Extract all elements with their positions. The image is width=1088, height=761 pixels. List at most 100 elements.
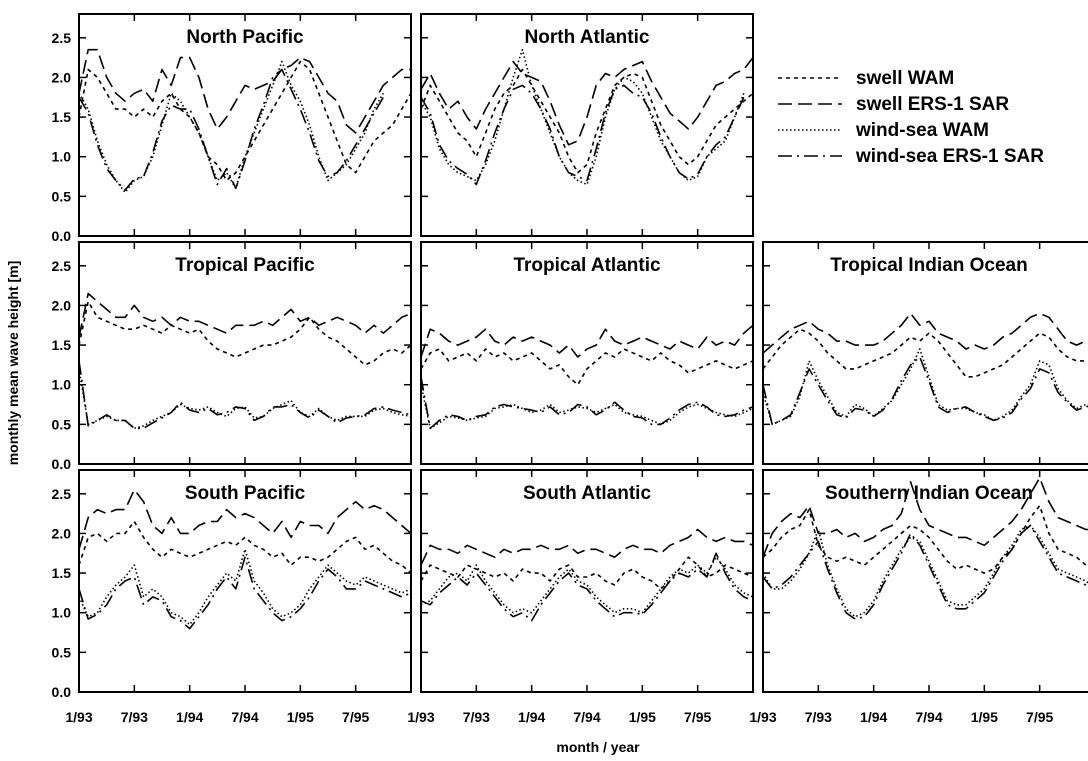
series-wind-sea-ers-1-sar-southern-indian-ocean xyxy=(763,524,1088,620)
x-tick-label: 7/94 xyxy=(231,709,258,725)
series-group-southern-indian-ocean xyxy=(763,477,1088,620)
panel-southern-indian-ocean: Southern Indian Ocean xyxy=(762,469,1088,693)
x-tick-label: 7/95 xyxy=(342,709,369,725)
legend-label-wind-sea-wam: wind-sea WAM xyxy=(855,120,989,141)
y-tick-label: 2.0 xyxy=(52,69,72,85)
x-tick-label: 7/95 xyxy=(684,709,711,725)
series-wind-sea-ers-1-sar-south-pacific xyxy=(79,556,411,630)
x-tick-label: 1/95 xyxy=(971,709,998,725)
panel-frame-south-pacific xyxy=(78,469,412,693)
panel-title-north-atlantic: North Atlantic xyxy=(525,27,650,48)
panel-tropical-indian-ocean: Tropical Indian Ocean xyxy=(762,241,1088,465)
x-tick-label: 1/94 xyxy=(860,709,887,725)
series-swell-ers-1-sar-north-atlantic xyxy=(421,57,753,146)
x-tick-label: 7/94 xyxy=(573,709,600,725)
series-group-south-atlantic xyxy=(421,528,753,622)
series-swell-wam-tropical-pacific xyxy=(79,300,411,366)
panel-frame-north-pacific xyxy=(78,13,412,237)
y-tick-label: 1.5 xyxy=(52,565,72,581)
x-tick-label: 1/94 xyxy=(518,709,545,725)
series-wind-sea-ers-1-sar-tropical-pacific xyxy=(79,360,411,430)
x-tick-label: 7/95 xyxy=(1026,709,1053,725)
series-group-north-pacific xyxy=(79,48,411,194)
series-swell-ers-1-sar-north-pacific xyxy=(79,48,411,134)
panel-title-tropical-indian-ocean: Tropical Indian Ocean xyxy=(830,255,1027,276)
series-swell-ers-1-sar-south-pacific xyxy=(79,488,411,550)
series-wind-sea-wam-north-atlantic xyxy=(421,48,745,186)
x-tick-label: 1/95 xyxy=(629,709,656,725)
series-swell-wam-north-pacific xyxy=(79,60,411,182)
series-wind-sea-wam-north-pacific xyxy=(79,60,384,194)
panel-frame-tropical-indian-ocean xyxy=(762,241,1088,465)
x-tick-label: 7/93 xyxy=(805,709,832,725)
y-tick-label: 0.0 xyxy=(52,456,72,472)
panels-layer: North Pacific North Atlantic Tropical Paci… xyxy=(78,13,1088,693)
panel-title-south-atlantic: South Atlantic xyxy=(523,483,651,504)
panel-north-pacific: North Pacific xyxy=(78,13,412,237)
legend-label-swell-wam: swell WAM xyxy=(856,68,954,89)
series-swell-wam-south-atlantic xyxy=(421,556,753,590)
series-group-north-atlantic xyxy=(421,48,753,186)
series-wind-sea-wam-tropical-pacific xyxy=(79,368,411,430)
series-swell-wam-tropical-indian-ocean xyxy=(763,328,1088,378)
x-tick-label: 7/93 xyxy=(121,709,148,725)
series-group-south-pacific xyxy=(79,488,411,630)
series-wind-sea-ers-1-sar-north-atlantic xyxy=(421,84,745,186)
series-swell-ers-1-sar-tropical-indian-ocean xyxy=(763,312,1088,354)
panel-frame-south-atlantic xyxy=(420,469,754,693)
series-wind-sea-wam-southern-indian-ocean xyxy=(763,524,1088,618)
panel-tropical-atlantic: Tropical Atlantic xyxy=(420,241,754,465)
y-tick-label: 0.0 xyxy=(52,228,72,244)
panel-title-tropical-atlantic: Tropical Atlantic xyxy=(513,255,661,276)
series-wind-sea-wam-tropical-atlantic xyxy=(421,384,753,430)
x-axis-title: month / year xyxy=(556,739,640,755)
y-tick-label: 0.5 xyxy=(52,416,72,432)
y-tick-label: 1.0 xyxy=(52,377,72,393)
series-wind-sea-wam-south-atlantic xyxy=(421,556,753,614)
y-tick-label: 2.5 xyxy=(52,486,72,502)
panel-frame-tropical-pacific xyxy=(78,241,412,465)
x-tick-label: 1/93 xyxy=(65,709,92,725)
x-tick-label: 1/93 xyxy=(749,709,776,725)
y-tick-label: 2.0 xyxy=(52,525,72,541)
panel-frame-tropical-atlantic xyxy=(420,241,754,465)
y-tick-label: 0.5 xyxy=(52,644,72,660)
x-tick-label: 7/94 xyxy=(915,709,942,725)
series-swell-ers-1-sar-tropical-pacific xyxy=(79,292,411,338)
x-tick-label: 7/93 xyxy=(463,709,490,725)
panel-frame-southern-indian-ocean xyxy=(762,469,1088,693)
series-swell-ers-1-sar-south-atlantic xyxy=(421,528,753,566)
y-tick-label: 1.0 xyxy=(52,605,72,621)
series-wind-sea-wam-south-pacific xyxy=(79,548,411,626)
x-tick-label: 1/93 xyxy=(407,709,434,725)
legend: swell WAM swell ERS-1 SAR wind-sea WAM wind… xyxy=(778,68,1044,167)
y-axis-labels: 0.0 0.5 1.0 1.5 2.0 2.5 0.0 0.5 1.0 1.5 2.0 2.5 0.0 0… xyxy=(52,30,72,700)
series-wind-sea-ers-1-sar-north-pacific xyxy=(79,68,384,191)
series-group-tropical-pacific xyxy=(79,292,411,430)
y-tick-label: 0.0 xyxy=(52,684,72,700)
y-tick-label: 0.5 xyxy=(52,188,72,204)
series-wind-sea-ers-1-sar-tropical-atlantic xyxy=(421,376,753,430)
panel-title-tropical-pacific: Tropical Pacific xyxy=(175,255,315,276)
y-tick-label: 2.5 xyxy=(52,30,72,46)
series-wind-sea-wam-tropical-indian-ocean xyxy=(763,348,1088,426)
y-tick-label: 2.0 xyxy=(52,297,72,313)
panel-north-atlantic: North Atlantic xyxy=(420,13,754,237)
y-tick-label: 2.5 xyxy=(52,258,72,274)
legend-label-swell-ers-1-sar: swell ERS-1 SAR xyxy=(856,94,1009,115)
series-swell-wam-north-atlantic xyxy=(421,68,753,174)
x-tick-label: 1/95 xyxy=(287,709,314,725)
panel-south-pacific: South Pacific xyxy=(78,469,412,693)
panel-title-southern-indian-ocean: Southern Indian Ocean xyxy=(825,483,1033,504)
y-tick-label: 1.0 xyxy=(52,149,72,165)
y-tick-label: 1.5 xyxy=(52,109,72,125)
panel-frame-north-atlantic xyxy=(420,13,754,237)
series-swell-ers-1-sar-southern-indian-ocean xyxy=(763,477,1088,558)
series-wind-sea-ers-1-sar-tropical-indian-ocean xyxy=(763,356,1088,426)
series-wind-sea-ers-1-sar-south-atlantic xyxy=(421,552,753,622)
x-axis-labels: 1/93 7/93 1/94 7/94 1/95 7/95 1/93 7/93 1/94 7/94… xyxy=(65,709,1053,725)
series-swell-wam-south-pacific xyxy=(79,520,411,574)
legend-label-wind-sea-ers-1-sar: wind-sea ERS-1 SAR xyxy=(855,146,1044,167)
y-tick-label: 1.5 xyxy=(52,337,72,353)
